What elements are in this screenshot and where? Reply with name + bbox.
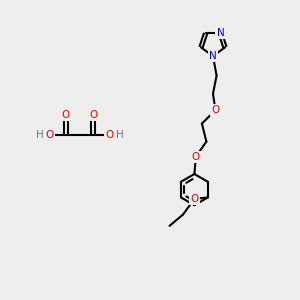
Text: H: H [36, 130, 43, 140]
Text: O: O [45, 130, 54, 140]
Text: O: O [89, 110, 97, 120]
Text: O: O [190, 194, 199, 204]
Text: O: O [192, 152, 200, 162]
Text: H: H [116, 130, 123, 140]
Text: N: N [209, 51, 217, 61]
Text: O: O [211, 105, 220, 115]
Text: O: O [62, 110, 70, 120]
Text: N: N [217, 28, 224, 38]
Text: O: O [105, 130, 114, 140]
